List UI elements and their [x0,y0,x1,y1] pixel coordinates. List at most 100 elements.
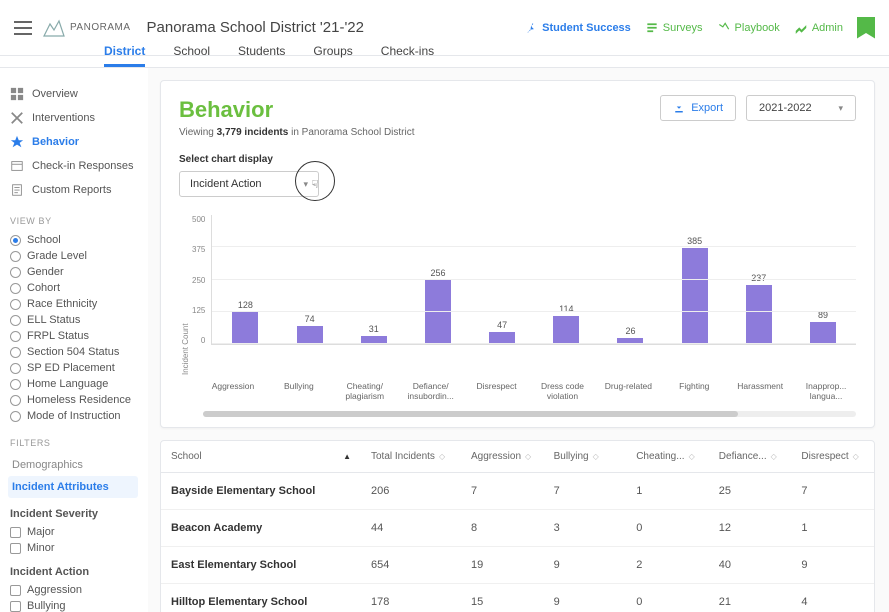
radio-icon [10,395,21,406]
cell-disrespect: 1 [791,510,874,546]
tab-checkins[interactable]: Check-ins [381,38,434,67]
tab-groups[interactable]: Groups [313,38,352,67]
reports-icon [10,183,24,197]
tab-district[interactable]: District [104,38,145,67]
cell-defiance: 21 [709,584,792,612]
table-row[interactable]: Hilltop Elementary School1781590214 [161,584,874,612]
x-label: Cheating/ plagiarism [335,381,395,401]
logo: PANORAMA [42,18,131,38]
filter-tab-demographics[interactable]: Demographics [8,454,138,476]
nav-student-success[interactable]: Student Success [524,21,631,35]
radio-icon [10,283,21,294]
table-row[interactable]: Beacon Academy44830121 [161,510,874,547]
sidebar-item-interventions[interactable]: Interventions [8,106,138,130]
cell-bullying: 3 [544,510,627,546]
cell-aggression: 8 [461,510,544,546]
severity-major[interactable]: Major [8,524,138,540]
chart-scrollbar[interactable] [203,411,856,417]
table-row[interactable]: East Elementary School6541992409 [161,547,874,584]
th-aggression[interactable]: Aggression◇ [461,441,544,472]
x-label: Dress code violation [533,381,593,401]
viewby-grade-label: Grade Level [27,250,87,262]
viewby-sped[interactable]: SP ED Placement [8,360,138,376]
viewby-cohort[interactable]: Cohort [8,280,138,296]
chart-display-select[interactable]: Incident Action [179,171,319,197]
table-header: School▲ Total Incidents◇ Aggression◇ Bul… [161,441,874,473]
th-total-label: Total Incidents [371,451,435,462]
radio-icon [10,331,21,342]
bookmark-icon[interactable] [857,17,875,39]
bar-bullying[interactable]: 74 [281,314,339,345]
bar [810,322,836,344]
x-label: Bullying [269,381,329,401]
bar-value: 31 [369,324,379,334]
nav-admin[interactable]: Admin [794,21,843,35]
incident-chart: Incident Count 5003752501250 12874312564… [179,215,856,417]
tab-students[interactable]: Students [238,38,285,67]
bar [553,316,579,345]
viewby-homeless[interactable]: Homeless Residence [8,392,138,408]
th-school[interactable]: School▲ [161,441,361,472]
bar-value: 26 [625,326,635,336]
viewby-ell-label: ELL Status [27,314,80,326]
th-defiance-label: Defiance... [719,451,767,462]
viewby-school[interactable]: School [8,232,138,248]
export-label: Export [691,102,723,114]
th-total[interactable]: Total Incidents◇ [361,441,461,472]
sidebar-item-behavior[interactable]: Behavior [8,130,138,154]
severity-minor[interactable]: Minor [8,540,138,556]
sort-icon: ◇ [593,452,599,461]
y-axis-label: Incident Count [179,215,192,375]
table-row[interactable]: Bayside Elementary School206771257 [161,473,874,510]
checkin-icon [10,159,24,173]
bar-inapprop-langua-[interactable]: 89 [794,310,852,344]
sidebar-item-checkin[interactable]: Check-in Responses [8,154,138,178]
cell-defiance: 25 [709,473,792,509]
cell-disrespect: 7 [791,473,874,509]
viewby-504[interactable]: Section 504 Status [8,344,138,360]
viewby-lang-label: Home Language [27,378,108,390]
export-button[interactable]: Export [660,95,736,121]
viewby-ell[interactable]: ELL Status [8,312,138,328]
year-select[interactable]: 2021-2022 ▾ [746,95,856,121]
tab-school[interactable]: School [173,38,210,67]
bar [746,285,772,344]
bar-harassment[interactable]: 237 [730,273,788,344]
radio-icon [10,411,21,422]
nav-admin-label: Admin [812,22,843,34]
nav-playbook[interactable]: Playbook [717,21,780,35]
page-title: Panorama School District '21-'22 [147,19,365,36]
th-bullying[interactable]: Bullying◇ [544,441,627,472]
th-defiance[interactable]: Defiance...◇ [709,441,792,472]
viewby-lang[interactable]: Home Language [8,376,138,392]
bar-aggression[interactable]: 128 [216,300,274,344]
action-aggression[interactable]: Aggression [8,582,138,598]
nav-surveys[interactable]: Surveys [645,21,703,35]
scroll-thumb[interactable] [203,411,738,417]
bar-disrespect[interactable]: 47 [473,320,531,344]
bar-drug-related[interactable]: 26 [601,326,659,345]
action-bullying[interactable]: Bullying [8,598,138,612]
filter-tab-incidentattrs[interactable]: Incident Attributes [8,476,138,498]
cell-name: Beacon Academy [161,510,361,546]
th-cheating[interactable]: Cheating...◇ [626,441,709,472]
viewby-mode-label: Mode of Instruction [27,410,121,422]
sidebar-item-overview[interactable]: Overview [8,82,138,106]
bar-cheating-plagiarism[interactable]: 31 [345,324,403,344]
download-icon [673,102,685,114]
viewby-heading: VIEW BY [10,216,138,226]
viewby-frpl[interactable]: FRPL Status [8,328,138,344]
viewby-grade[interactable]: Grade Level [8,248,138,264]
chevron-down-icon: ▾ [838,103,843,114]
hamburger-menu[interactable] [14,21,32,35]
bar-dress-code-violation[interactable]: 114 [537,304,595,345]
viewby-race[interactable]: Race Ethnicity [8,296,138,312]
viewby-gender[interactable]: Gender [8,264,138,280]
th-disrespect[interactable]: Disrespect◇ [791,441,874,472]
viewby-mode[interactable]: Mode of Instruction [8,408,138,424]
sidebar-item-custom[interactable]: Custom Reports [8,178,138,202]
radio-icon [10,379,21,390]
bar-fighting[interactable]: 385 [666,236,724,344]
viewby-homeless-label: Homeless Residence [27,394,131,406]
sort-icon: ◇ [525,452,531,461]
